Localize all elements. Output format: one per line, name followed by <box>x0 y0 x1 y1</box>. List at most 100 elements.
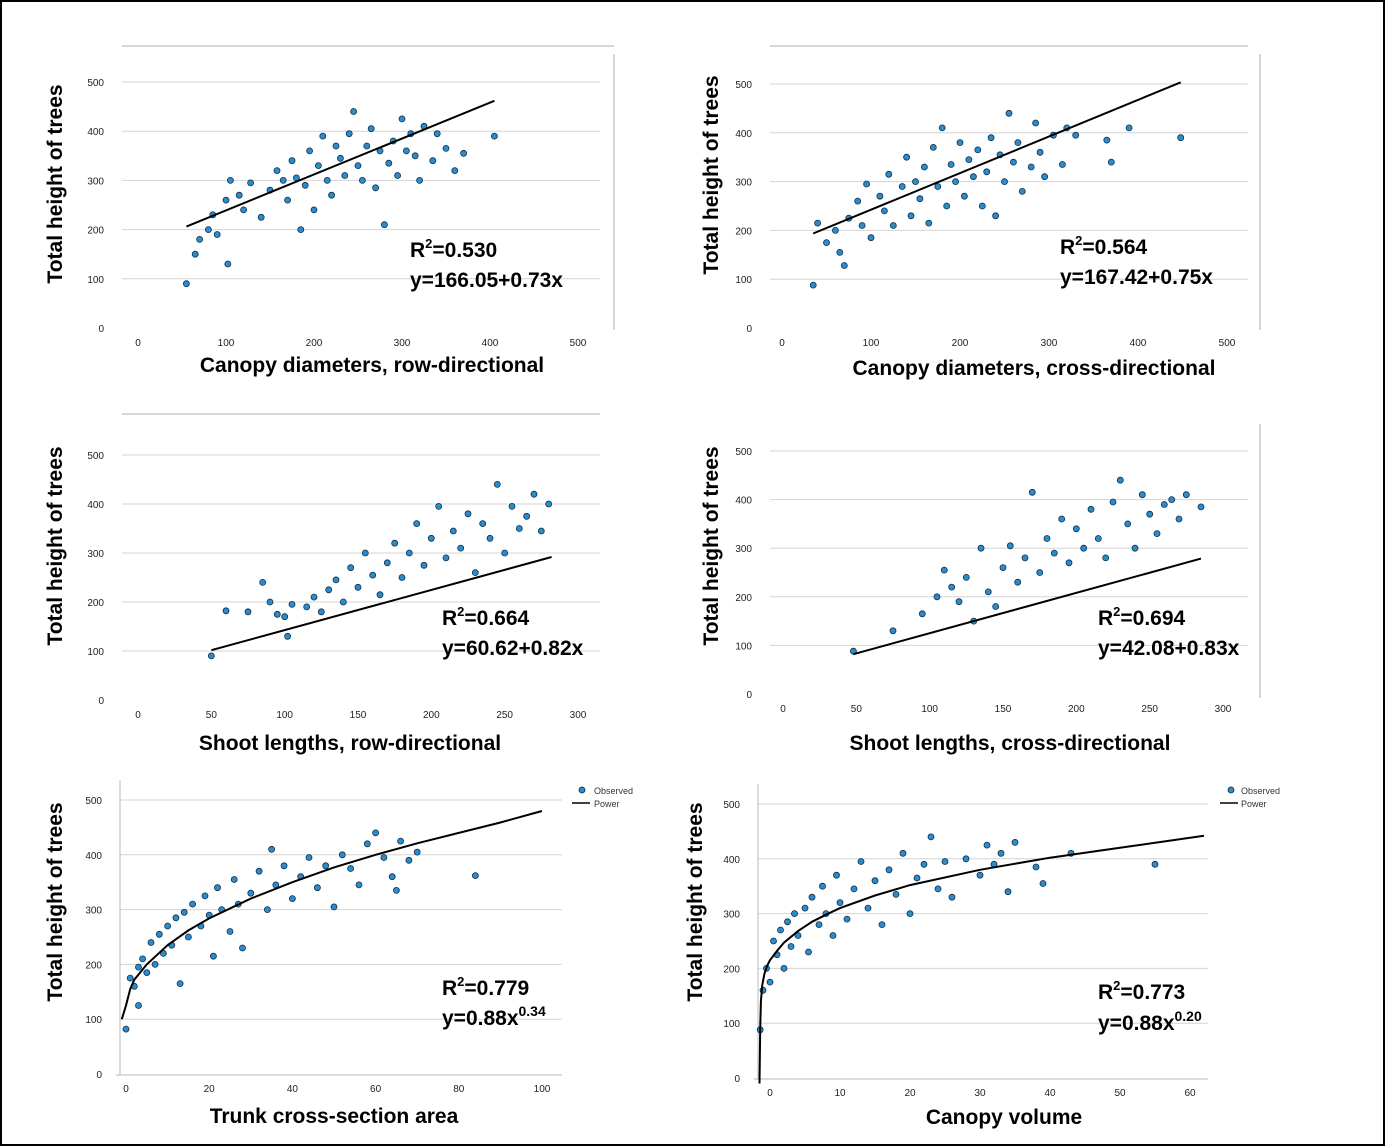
y-tick-label: 200 <box>87 598 104 609</box>
data-point <box>239 944 246 952</box>
y-tick-label: 500 <box>87 78 104 89</box>
x-tick-label: 500 <box>1219 338 1236 349</box>
data-point <box>322 862 330 870</box>
data-point <box>823 239 830 247</box>
y-tick-label: 200 <box>85 960 102 971</box>
data-point <box>545 500 553 508</box>
data-point <box>209 952 217 960</box>
data-point <box>442 144 450 152</box>
chart-shoot-row: 0 100 200 300 400 500 0 50 100 150 200 250 300 Tota… <box>44 413 600 755</box>
data-point <box>355 881 363 889</box>
x-tick-label: 50 <box>1114 1088 1126 1099</box>
x-tick-label: 40 <box>1044 1088 1056 1099</box>
chart-shoot-cross: 0 100 200 300 400 500 0 50 100 150 200 250 300 Tota… <box>700 424 1261 755</box>
data-point <box>876 192 884 200</box>
data-point <box>247 889 255 897</box>
y-tick-label: 300 <box>87 176 104 187</box>
data-point <box>867 234 875 242</box>
y-tick-label: 100 <box>735 275 752 286</box>
data-point <box>809 281 817 289</box>
data-point <box>889 222 897 229</box>
y-tick-label: 0 <box>734 1074 740 1085</box>
x-tick-label: 300 <box>394 338 411 349</box>
data-point <box>1080 544 1088 552</box>
x-axis-label: Trunk cross-section area <box>210 1105 459 1128</box>
data-point <box>1021 554 1029 562</box>
panel-canopy-volume: 0 100 200 300 400 500 0 10 20 30 40 50 60 Observed … <box>684 762 1385 1148</box>
data-point <box>301 181 309 189</box>
data-point <box>1014 578 1022 586</box>
data-point <box>451 167 459 175</box>
data-point <box>1182 491 1190 499</box>
data-point <box>849 647 857 655</box>
data-point <box>207 652 215 660</box>
data-point <box>984 588 992 596</box>
data-point <box>391 539 399 547</box>
y-tick-label: 500 <box>735 80 752 91</box>
data-point <box>777 926 784 934</box>
panel-canopy-cross: 0 100 200 300 400 500 0 100 200 300 400 500 Total … <box>694 2 1385 392</box>
data-point <box>770 937 777 945</box>
data-point <box>341 172 349 179</box>
equation-label: y=167.42+0.75x <box>1060 266 1213 289</box>
data-point <box>244 608 252 616</box>
data-point <box>388 873 396 881</box>
data-point <box>530 490 538 498</box>
data-point <box>962 855 970 863</box>
data-point <box>976 871 984 879</box>
chart-canopy-row: 0 100 200 300 400 500 0 100 200 300 400 500 Total … <box>44 45 615 377</box>
data-point <box>259 578 267 586</box>
y-tick-label: 0 <box>98 696 104 707</box>
y-axis-label: Total height of trees <box>44 84 67 283</box>
legend-observed-marker <box>1227 786 1235 794</box>
data-point <box>929 143 937 151</box>
equation-label: y=60.62+0.82x <box>442 637 584 660</box>
x-tick-label: 0 <box>780 704 786 715</box>
data-point <box>992 212 1000 220</box>
data-point <box>164 922 172 930</box>
data-point <box>885 866 893 874</box>
data-point <box>978 202 986 210</box>
data-point <box>1160 501 1168 508</box>
x-tick-label: 0 <box>123 1084 129 1095</box>
data-point <box>987 134 995 142</box>
regression-line <box>812 81 1182 235</box>
regression-line <box>211 556 552 652</box>
x-tick-label: 100 <box>863 338 880 349</box>
data-point <box>829 932 837 939</box>
x-tick-label: 300 <box>1041 338 1058 349</box>
data-point <box>880 207 888 215</box>
data-point <box>372 184 380 192</box>
data-point <box>1009 158 1017 166</box>
data-point <box>1138 491 1146 499</box>
data-point <box>948 893 956 901</box>
data-point <box>460 149 468 157</box>
chart-trunk-area: 0 100 200 300 400 500 0 20 40 60 80 100 Observed P… <box>44 780 633 1128</box>
data-point <box>537 527 545 535</box>
data-point <box>1103 136 1111 144</box>
data-point <box>983 168 991 176</box>
data-point <box>955 598 963 606</box>
data-point <box>819 882 826 890</box>
data-point <box>1014 139 1022 147</box>
data-point <box>201 892 209 900</box>
x-tick-label: 100 <box>218 338 235 349</box>
data-point <box>948 583 956 591</box>
data-point <box>843 915 851 923</box>
x-axis-label: Shoot lengths, cross-directional <box>850 732 1171 755</box>
r-squared-label: R2=0.530 <box>410 236 497 262</box>
y-tick-label: 100 <box>723 1019 740 1030</box>
data-point <box>523 512 531 520</box>
data-point <box>508 503 516 510</box>
data-point <box>314 162 322 170</box>
data-point <box>339 598 347 606</box>
data-point <box>257 213 265 221</box>
y-tick-label: 0 <box>746 690 752 701</box>
data-point <box>1036 569 1044 576</box>
data-point <box>240 206 248 214</box>
y-tick-label: 400 <box>735 496 752 507</box>
legend: Observed Power <box>572 786 633 809</box>
data-point <box>345 130 353 138</box>
data-point <box>486 534 494 542</box>
